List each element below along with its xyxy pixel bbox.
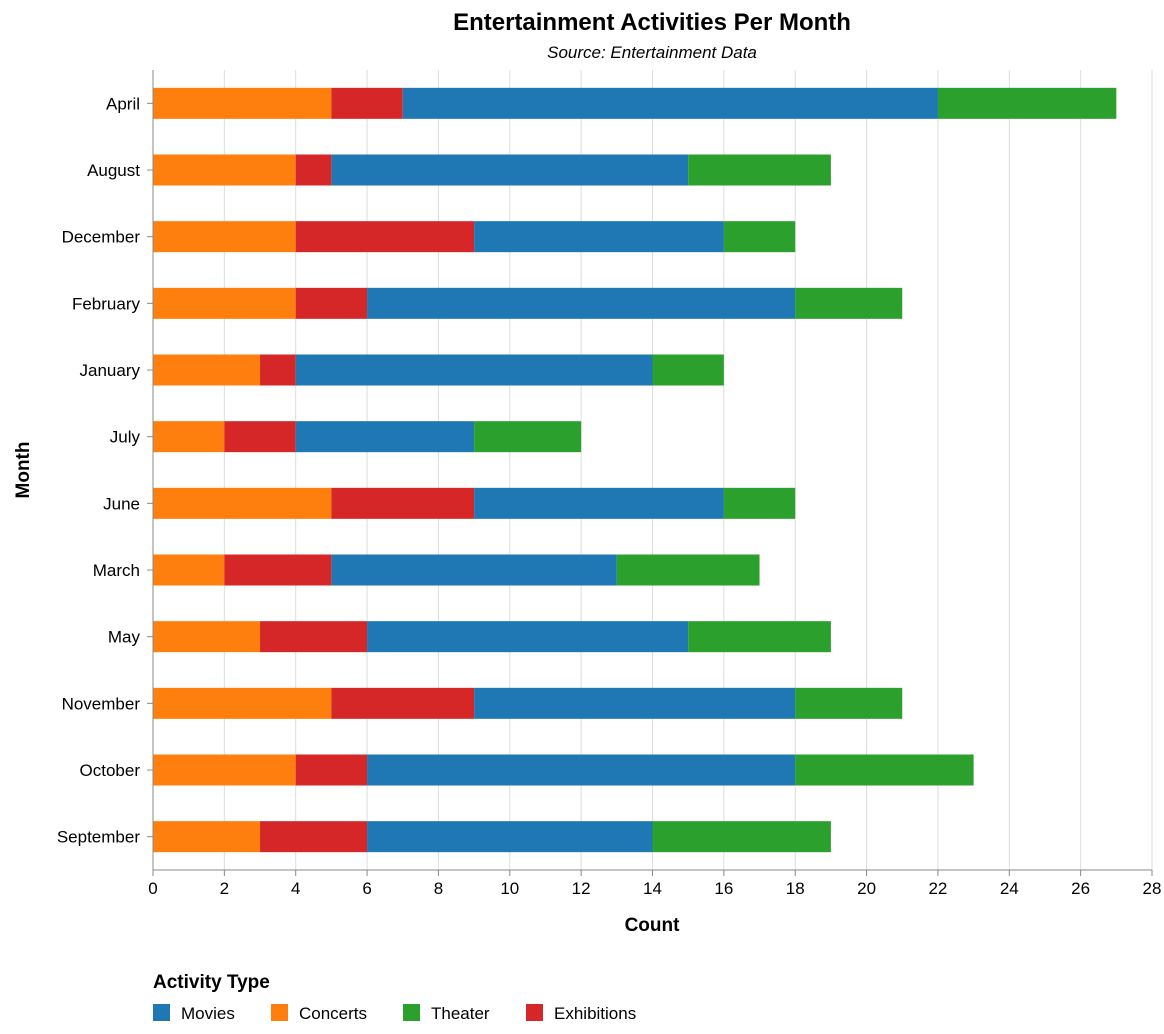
x-tick-label: 18 — [786, 879, 805, 898]
bar-exhibitions-march — [224, 554, 332, 586]
bar-theater-august — [688, 154, 831, 186]
bar-theater-november — [795, 687, 903, 719]
bar-exhibitions-july — [224, 421, 296, 453]
chart-subtitle: Source: Entertainment Data — [547, 43, 757, 62]
bar-theater-february — [795, 287, 903, 319]
x-tick-label: 8 — [434, 879, 443, 898]
bar-concerts-february — [153, 287, 296, 319]
legend-label-concerts: Concerts — [299, 1004, 367, 1023]
legend-title: Activity Type — [153, 972, 270, 993]
legend: Movies Concerts Theater Exhibitions — [153, 1004, 636, 1023]
bar-concerts-november — [153, 687, 332, 719]
bar-movies-october — [367, 754, 796, 786]
bars — [153, 87, 1117, 853]
y-tick-label: August — [87, 161, 140, 180]
bar-concerts-january — [153, 354, 261, 386]
y-tick-label: September — [57, 828, 140, 847]
bar-movies-may — [367, 621, 689, 653]
bar-concerts-may — [153, 621, 261, 653]
bar-movies-march — [331, 554, 617, 586]
bar-concerts-july — [153, 421, 225, 453]
bar-theater-december — [723, 221, 796, 253]
bar-movies-november — [474, 687, 796, 719]
bar-movies-december — [474, 221, 724, 253]
bar-exhibitions-may — [260, 621, 368, 653]
x-tick-label: 6 — [362, 879, 371, 898]
x-tick-label: 10 — [500, 879, 519, 898]
bar-exhibitions-august — [295, 154, 332, 186]
bar-exhibitions-june — [331, 487, 475, 519]
bar-movies-january — [295, 354, 653, 386]
chart-title: Entertainment Activities Per Month — [453, 9, 851, 36]
bar-concerts-april — [153, 87, 332, 119]
y-tick-label: October — [80, 761, 141, 780]
bar-exhibitions-april — [331, 87, 403, 119]
y-tick-label: May — [108, 628, 141, 647]
bar-exhibitions-january — [260, 354, 296, 386]
bar-theater-january — [652, 354, 724, 386]
y-tick-label: March — [93, 561, 140, 580]
legend-label-movies: Movies — [181, 1004, 235, 1023]
x-tick-label: 24 — [1000, 879, 1019, 898]
bar-exhibitions-february — [295, 287, 368, 319]
bar-theater-march — [616, 554, 760, 586]
bar-movies-september — [367, 821, 653, 853]
bar-exhibitions-november — [331, 687, 475, 719]
y-tick-label: December — [62, 228, 141, 247]
x-tick-label: 12 — [572, 879, 591, 898]
bar-concerts-december — [153, 221, 296, 253]
y-tick-label: July — [110, 428, 141, 447]
bar-exhibitions-september — [260, 821, 368, 853]
y-tick-label: February — [72, 294, 141, 313]
x-tick-label: 0 — [148, 879, 157, 898]
x-tick-label: 22 — [928, 879, 947, 898]
bar-concerts-march — [153, 554, 225, 586]
bar-theater-july — [474, 421, 582, 453]
bar-concerts-june — [153, 487, 332, 519]
x-tick-label: 2 — [220, 879, 229, 898]
y-tick-label: April — [106, 94, 140, 113]
x-tick-label: 4 — [291, 879, 300, 898]
bar-exhibitions-october — [295, 754, 368, 786]
legend-swatch-theater — [403, 1004, 420, 1021]
y-tick-label: January — [80, 361, 141, 380]
bar-concerts-august — [153, 154, 296, 186]
bar-theater-october — [795, 754, 974, 786]
bar-theater-september — [652, 821, 831, 853]
legend-swatch-concerts — [271, 1004, 288, 1021]
x-tick-label: 14 — [643, 879, 662, 898]
gridlines — [223, 70, 1153, 870]
y-axis: April August December February January July Ju… — [57, 70, 154, 870]
y-tick-label: November — [62, 694, 141, 713]
bar-movies-august — [331, 154, 689, 186]
legend-label-theater: Theater — [431, 1004, 490, 1023]
bar-movies-july — [295, 421, 475, 453]
x-tick-label: 16 — [714, 879, 733, 898]
bar-movies-february — [367, 287, 796, 319]
x-tick-label: 26 — [1071, 879, 1090, 898]
bar-movies-april — [402, 87, 938, 119]
legend-label-exhibitions: Exhibitions — [554, 1004, 636, 1023]
y-axis-title: Month — [13, 442, 34, 499]
bar-movies-june — [474, 487, 724, 519]
bar-theater-april — [937, 87, 1117, 119]
bar-theater-may — [688, 621, 831, 653]
x-tick-label: 28 — [1143, 879, 1162, 898]
bar-exhibitions-december — [295, 221, 475, 253]
x-axis-title: Count — [625, 915, 681, 936]
legend-swatch-exhibitions — [526, 1004, 543, 1021]
bar-concerts-october — [153, 754, 296, 786]
bar-theater-june — [723, 487, 796, 519]
legend-swatch-movies — [153, 1004, 170, 1021]
x-axis: 0 2 4 6 8 10 12 14 16 18 20 22 24 26 28 — [148, 869, 1162, 898]
x-tick-label: 20 — [857, 879, 876, 898]
bar-concerts-september — [153, 821, 261, 853]
y-tick-label: June — [103, 494, 140, 513]
